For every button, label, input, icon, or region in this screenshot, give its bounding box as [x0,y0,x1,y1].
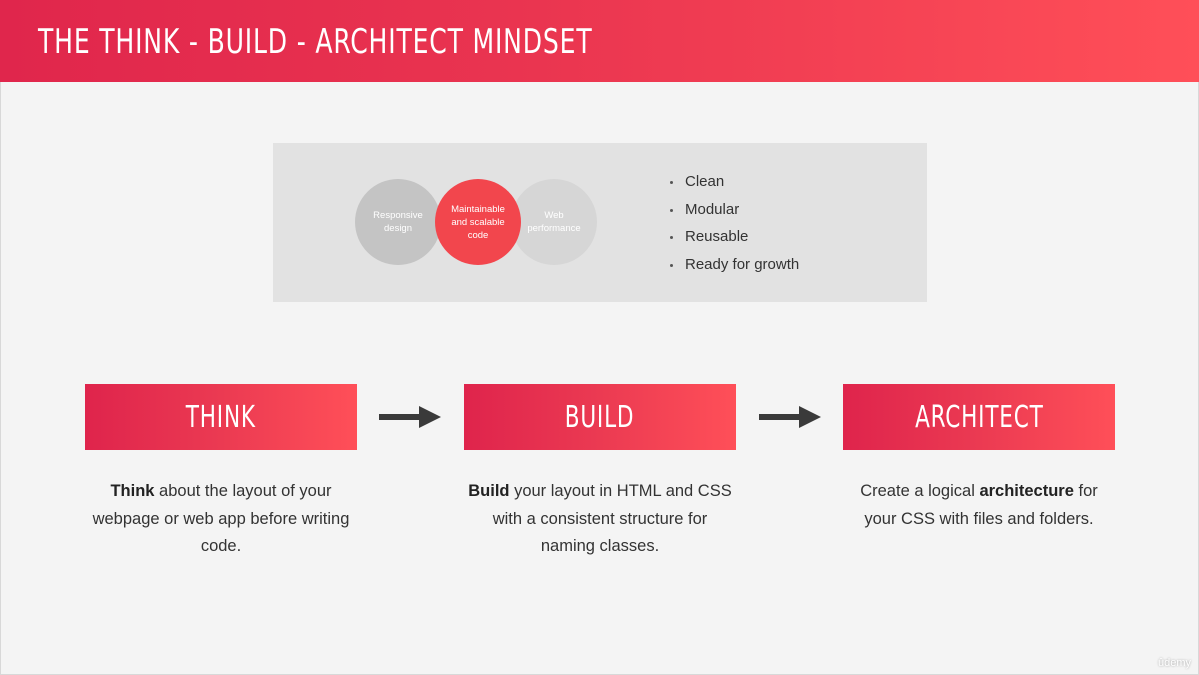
concept-panel: Responsive design Web performance Mainta… [273,143,927,302]
step-label: BUILD [565,399,635,435]
step-think-box: THINK [85,384,357,450]
venn-circle-label: Web performance [527,210,581,234]
step-label: THINK [185,399,257,435]
step-architect-box: ARCHITECT [843,384,1115,450]
venn-circle-responsive-design: Responsive design [355,179,441,265]
venn-circle-label: Responsive design [373,210,423,234]
desc-bold: Build [468,482,510,500]
bullet-item: Modular [669,200,799,228]
bullet-item: Clean [669,172,799,200]
quality-bullet-list: Clean Modular Reusable Ready for growth [669,172,799,282]
desc-bold: Think [110,482,155,500]
step-think-description: Think about the layout of your webpage o… [85,478,357,561]
venn-circle-maintainable-code: Maintainable and scalable code [435,179,521,265]
desc-rest: for your CSS with files and folders. [864,482,1098,528]
desc-rest: about the layout of your webpage or web … [92,482,350,555]
desc-pre: Create a logical [860,482,980,500]
step-build-box: BUILD [464,384,736,450]
venn-circle-web-performance: Web performance [511,179,597,265]
udemy-watermark: ûdemy [1157,657,1191,669]
arrow-right-icon [759,406,821,428]
venn-circle-label: Maintainable and scalable code [451,203,505,241]
bullet-item: Ready for growth [669,255,799,283]
step-label: ARCHITECT [914,399,1044,435]
desc-bold: architecture [979,482,1074,500]
slide-title: THE THINK - BUILD - ARCHITECT MINDSET [38,22,593,62]
arrow-right-icon [379,406,441,428]
desc-rest: your layout in HTML and CSS with a consi… [492,482,732,555]
step-build-description: Build your layout in HTML and CSS with a… [464,478,736,561]
slide-header: THE THINK - BUILD - ARCHITECT MINDSET [0,0,1199,82]
bullet-item: Reusable [669,227,799,255]
step-architect-description: Create a logical architecture for your C… [843,478,1115,533]
